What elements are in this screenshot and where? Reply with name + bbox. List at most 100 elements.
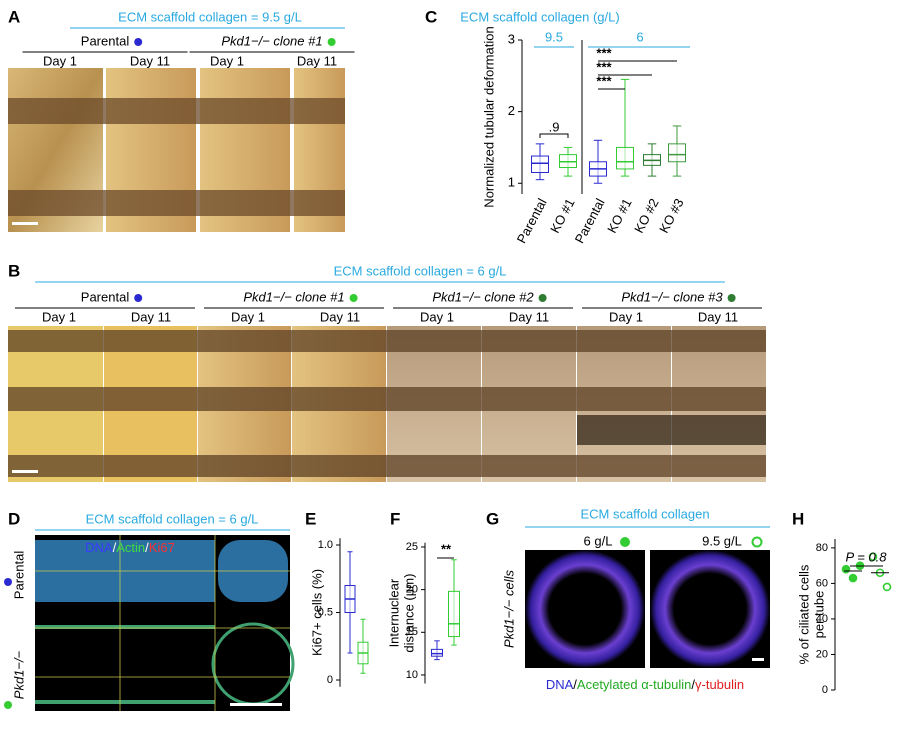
bracket: [539, 133, 569, 138]
panel-header: ECM scaffold collagen = 6 g/L: [334, 263, 507, 278]
group-label: 9.5: [545, 29, 563, 44]
stain: DNA: [546, 677, 574, 692]
column-label: 9.5 g/L: [702, 533, 742, 548]
box: [531, 155, 549, 174]
day-label: Day 11: [131, 309, 171, 324]
y-axis-label: Normalized tubular deformation: [481, 26, 496, 207]
group-label: Parental: [81, 289, 130, 304]
panel-label: B: [8, 261, 20, 280]
group-label: Parental: [81, 33, 130, 48]
annotation: **: [441, 541, 452, 556]
stain: /: [113, 540, 117, 555]
day-label: Day 11: [509, 309, 549, 324]
y-axis-label: Internuclear: [386, 578, 401, 647]
panel-label: F: [390, 509, 400, 528]
day-label: Day 11: [130, 53, 170, 68]
stain: /: [573, 677, 577, 692]
stain: /: [145, 540, 149, 555]
y-tick-label: 2: [508, 103, 515, 118]
panel-label: C: [425, 7, 437, 26]
panel-label: H: [792, 509, 804, 528]
box: [448, 590, 460, 638]
y-axis-label: per tube: [811, 591, 826, 639]
dot: [841, 564, 851, 574]
annotation: ***: [596, 73, 612, 88]
chart-title: ECM scaffold collagen (g/L): [460, 9, 619, 24]
day-label: Day 11: [698, 309, 738, 324]
row-label: Pkd1−/−: [11, 650, 26, 699]
y-tick-label: 10: [406, 669, 418, 681]
day-label: Day 1: [420, 309, 454, 324]
stain-legend: DNA/Acetylated α-tubulin/γ-tubulin: [546, 677, 744, 692]
box: [668, 143, 686, 163]
group-label: Pkd1−/− clone #2: [432, 289, 534, 304]
y-tick-label: 1: [508, 175, 515, 190]
group-dot: [134, 38, 143, 46]
y-tick-label: 40: [816, 613, 828, 625]
y-tick-label: 0: [327, 674, 333, 686]
panel-label: D: [8, 509, 20, 528]
panel-header: ECM scaffold collagen: [580, 506, 709, 521]
day-label: Day 11: [320, 309, 360, 324]
stain: γ-tubulin: [695, 677, 744, 692]
x-tick-label: Parental: [514, 196, 550, 246]
day-label: Day 1: [43, 53, 77, 68]
panel-a-images: [8, 68, 345, 232]
group-dot: [327, 38, 336, 46]
y-tick-label: 20: [406, 584, 418, 596]
stain: DNA: [85, 540, 113, 555]
panel-label: G: [486, 509, 499, 528]
y-tick-label: 25: [406, 541, 418, 553]
x-tick-label: KO #3: [656, 196, 687, 236]
column-label: 6 g/L: [584, 533, 613, 548]
box: [431, 648, 443, 657]
y-tick-label: 80: [816, 542, 828, 554]
dot: [868, 552, 878, 562]
box: [616, 146, 634, 170]
stain: Actin: [116, 540, 145, 555]
group-label: Pkd1−/− clone #3: [621, 289, 723, 304]
day-label: Day 1: [42, 309, 76, 324]
row-label: Pkd1−/− cells: [501, 569, 516, 648]
y-tick-label: 3: [508, 31, 515, 46]
group-dot: [538, 294, 547, 302]
stain: Acetylated α-tubulin: [577, 677, 691, 692]
day-label: Day 1: [231, 309, 265, 324]
y-axis-label: Ki67+ cells (%): [309, 569, 324, 656]
panel-g-images: [525, 536, 770, 668]
dot: [848, 573, 858, 583]
row-label: Parental: [11, 551, 26, 600]
y-tick-label: 15: [406, 626, 418, 638]
group-dot: [727, 294, 736, 302]
annotation: ***: [596, 45, 612, 60]
stain: Ki67: [149, 540, 175, 555]
panel-label: E: [305, 509, 316, 528]
annotation: .9: [549, 119, 560, 134]
dot: [882, 582, 892, 592]
day-label: Day 11: [297, 53, 337, 68]
annotation: P = 0.8: [845, 549, 887, 564]
panel-label: A: [8, 7, 20, 26]
y-tick-label: 60: [816, 577, 828, 589]
panel-d-image: [4, 535, 295, 711]
y-axis-label: % of ciliated cells: [796, 564, 811, 664]
day-label: Day 1: [609, 309, 643, 324]
group-label: Pkd1−/− clone #1: [221, 33, 322, 48]
group-label: Pkd1−/− clone #1: [243, 289, 344, 304]
y-tick-label: 1.0: [318, 539, 333, 551]
group-label: 6: [636, 29, 643, 44]
group-dot: [134, 294, 143, 302]
x-tick-label: KO #1: [604, 196, 635, 236]
x-tick-label: KO #1: [547, 196, 578, 236]
panel-b-images: [8, 326, 766, 482]
y-axis-label: distance (μm): [401, 574, 416, 653]
day-label: Day 1: [210, 53, 244, 68]
y-tick-label: 0: [822, 684, 828, 696]
annotation: ***: [596, 59, 612, 74]
stain-legend: DNA/Actin/Ki67: [85, 540, 175, 555]
panel-header: ECM scaffold collagen = 6 g/L: [86, 511, 259, 526]
y-tick-label: 0.5: [318, 606, 333, 618]
group-dot: [349, 294, 358, 302]
stain: /: [691, 677, 695, 692]
